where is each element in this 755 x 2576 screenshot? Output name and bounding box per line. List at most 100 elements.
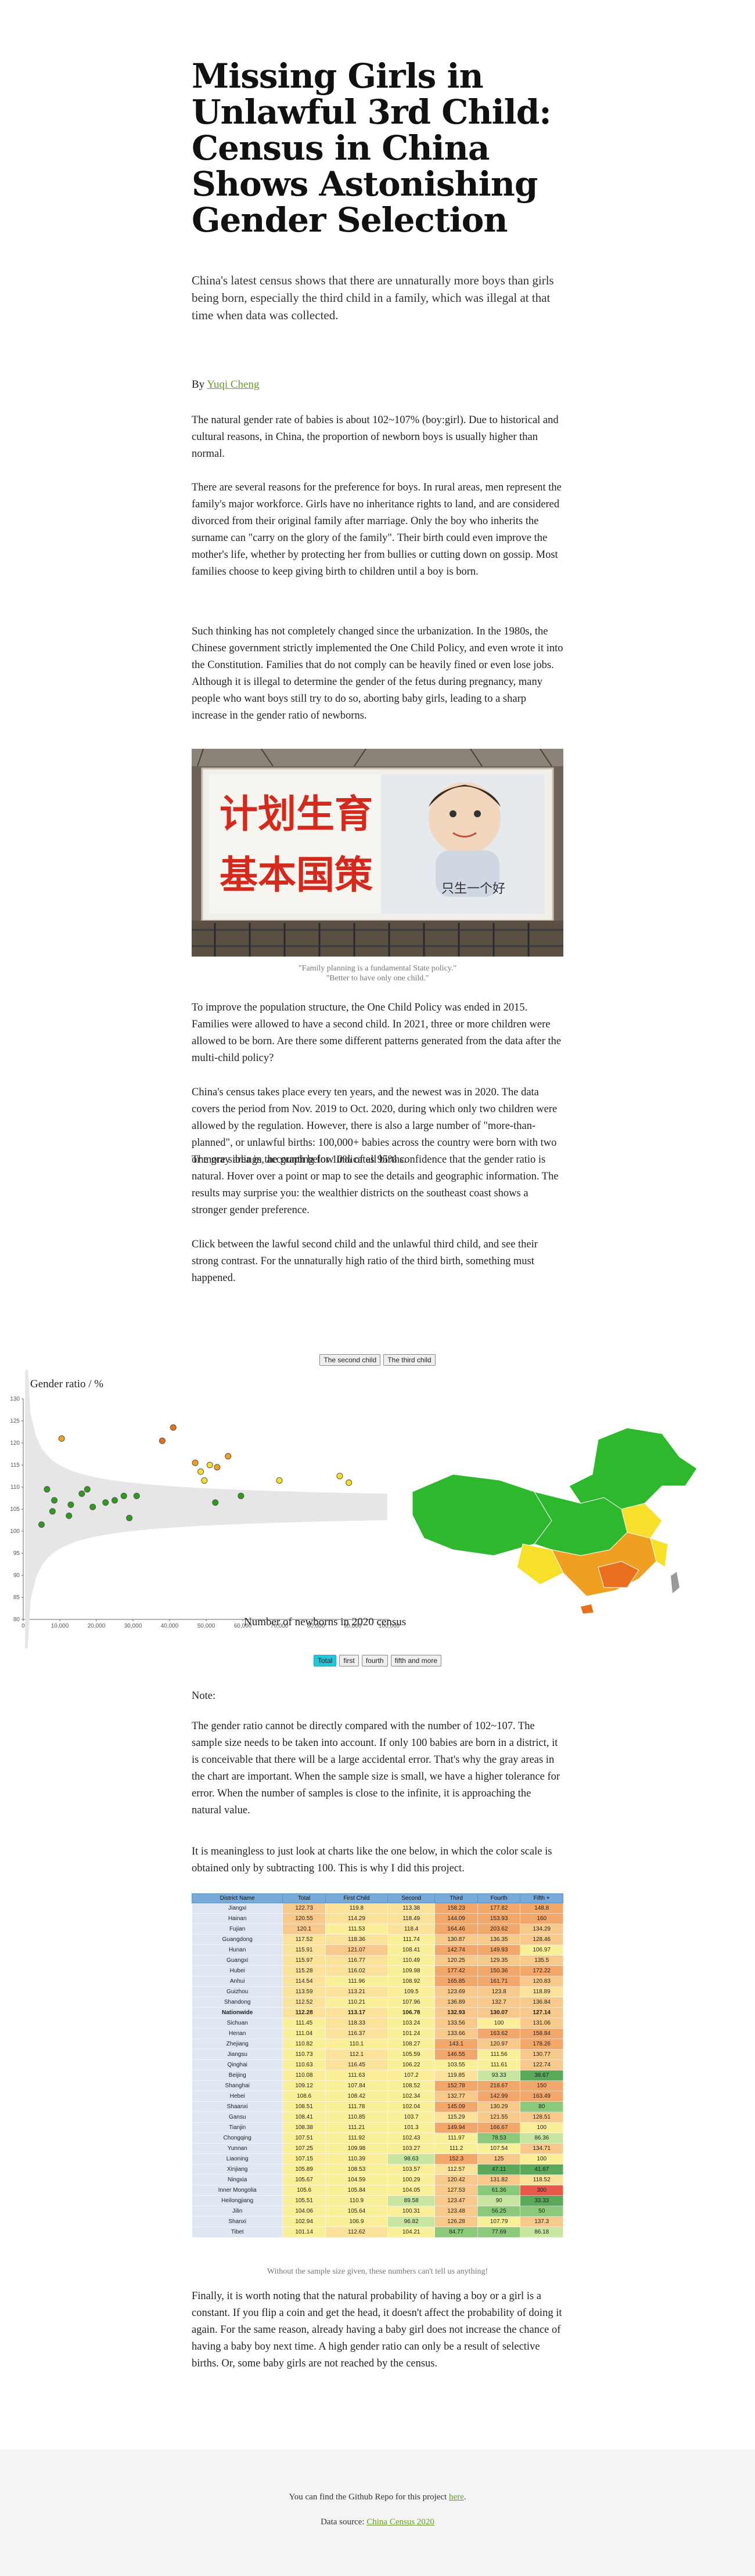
table-row: Hebei 108.6 108.42 102.34 132.77 142.99 163.49 [191,2091,563,2102]
district-name-cell: Guizhou [191,1986,283,1997]
district-point[interactable] [276,1477,283,1484]
ratio-cell: 98.63 [387,2153,436,2164]
district-point[interactable] [126,1514,133,1521]
table-header-cell[interactable]: District Name [191,1893,283,1903]
district-point[interactable] [192,1459,199,1466]
ratio-cell: 203.62 [477,1924,521,1935]
author-link[interactable]: Yuqi Cheng [207,378,260,391]
total-button[interactable]: Total [313,1655,337,1666]
ratio-cell: 122.73 [282,1903,326,1914]
ratio-cell: 132.7 [477,1997,521,2008]
map-yellow-east[interactable] [621,1503,663,1539]
ratio-cell: 142.99 [477,2091,521,2102]
ratio-cell: 116.37 [325,2028,389,2039]
table-header-cell[interactable]: Fourth [477,1893,521,1903]
district-point[interactable] [58,1435,65,1442]
table-header-cell[interactable]: Fifth + [520,1893,563,1903]
ratio-cell: 152.78 [434,2080,478,2091]
ratio-cell: 105.6 [282,2185,326,2196]
district-point[interactable] [89,1503,96,1510]
table-header-cell[interactable]: Total [282,1893,326,1903]
ratio-cell: 107.25 [282,2143,326,2154]
fifth-more-button[interactable]: fifth and more [390,1655,442,1666]
ratio-cell: 105.89 [282,2164,326,2175]
ratio-cell: 128.51 [520,2112,563,2123]
district-point[interactable] [49,1508,56,1515]
table-header-cell[interactable]: First Child [325,1893,389,1903]
district-name-cell: Chongqing [191,2133,283,2144]
district-point[interactable] [336,1473,343,1480]
fourth-button[interactable]: fourth [361,1655,388,1666]
district-point[interactable] [346,1479,353,1486]
ratio-cell: 161.71 [477,1976,521,1987]
table-row: Shanxi 102.94 106.9 96.82 126.28 107.79 137.3 [191,2216,563,2227]
second-child-button[interactable]: The second child [319,1354,381,1366]
ratio-cell: 120.83 [520,1976,563,1987]
ratio-cell: 103.57 [387,2164,436,2175]
district-point[interactable] [78,1490,85,1497]
ratio-cell: 149.94 [434,2122,478,2133]
district-point[interactable] [197,1468,204,1475]
ratio-cell: 106.9 [325,2216,389,2227]
china-gender-ratio-map[interactable] [407,1422,703,1614]
district-point[interactable] [66,1512,73,1519]
district-name-cell: Shaanxi [191,2101,283,2112]
district-point[interactable] [67,1501,74,1508]
district-point[interactable] [238,1492,245,1499]
ratio-cell: 158.23 [434,1903,478,1914]
ratio-cell: 148.8 [520,1903,563,1914]
third-child-button[interactable]: The third child [383,1354,436,1366]
district-point[interactable] [170,1424,177,1431]
district-point[interactable] [44,1486,51,1493]
table-row: Shaanxi 108.51 111.78 102.04 145.09 130.29 80 [191,2101,563,2112]
district-point[interactable] [112,1497,118,1504]
footer-source-line: Data source: China Census 2020 [0,2517,755,2527]
first-button[interactable]: first [339,1655,359,1666]
district-name-cell: Hebei [191,2091,283,2102]
ratio-cell: 123.8 [477,1986,521,1997]
paragraph-5: China's census takes place every ten yea… [192,1087,558,1166]
ratio-cell: 109.5 [387,1986,436,1997]
ratio-cell: 111.92 [325,2133,389,2144]
ratio-cell: 108.92 [387,1976,436,1987]
table-caption: Without the sample size given, these num… [267,2267,488,2276]
ratio-cell: 110.39 [325,2153,389,2164]
gender-ratio-table-wrap: District Name Total First Child Second Third… [191,1893,563,2238]
map-west-region[interactable] [412,1474,552,1556]
district-point[interactable] [212,1499,219,1506]
district-point[interactable] [38,1521,45,1528]
district-point[interactable] [225,1453,232,1460]
y-tick-label: 125 [10,1418,20,1424]
map-north-region[interactable] [569,1427,698,1510]
district-point[interactable] [201,1477,208,1484]
district-point[interactable] [51,1497,58,1504]
district-point[interactable] [159,1437,166,1444]
table-header-cell[interactable]: Second [387,1893,436,1903]
ratio-cell: 80 [520,2101,563,2112]
map-red-region[interactable] [598,1561,639,1588]
map-taiwan [671,1572,680,1593]
footer-source-link[interactable]: China Census 2020 [366,2517,434,2527]
chart-toggle: The second child The third child [0,1354,755,1366]
ratio-cell: 96.82 [387,2216,436,2227]
district-point[interactable] [133,1492,140,1499]
district-point[interactable] [214,1464,221,1471]
district-point[interactable] [206,1462,213,1469]
map-coast-yellow[interactable] [650,1538,668,1568]
district-point[interactable] [120,1492,127,1499]
ratio-cell: 111.61 [477,2059,521,2070]
district-point[interactable] [84,1486,91,1493]
ratio-cell: 111.56 [477,2049,521,2060]
map-hainan[interactable] [581,1604,594,1614]
x-tick-label: 70,000 [271,1623,289,1629]
x-tick-label: 80,000 [307,1623,325,1629]
footer-repo-link[interactable]: here [448,2492,464,2502]
closing-paragraph: Finally, it is worth noting that the nat… [192,2290,562,2369]
footer-repo-text: You can find the Github Repo for this pr… [289,2492,447,2502]
ratio-cell: 164.46 [434,1924,478,1935]
district-name-cell: Jiangxi [191,1903,283,1914]
district-point[interactable] [102,1499,109,1506]
table-header-cell[interactable]: Third [434,1893,478,1903]
table-row: Liaoning 107.15 110.39 98.63 152.3 125 100 [191,2153,563,2164]
map-yellow-region[interactable] [516,1543,564,1585]
